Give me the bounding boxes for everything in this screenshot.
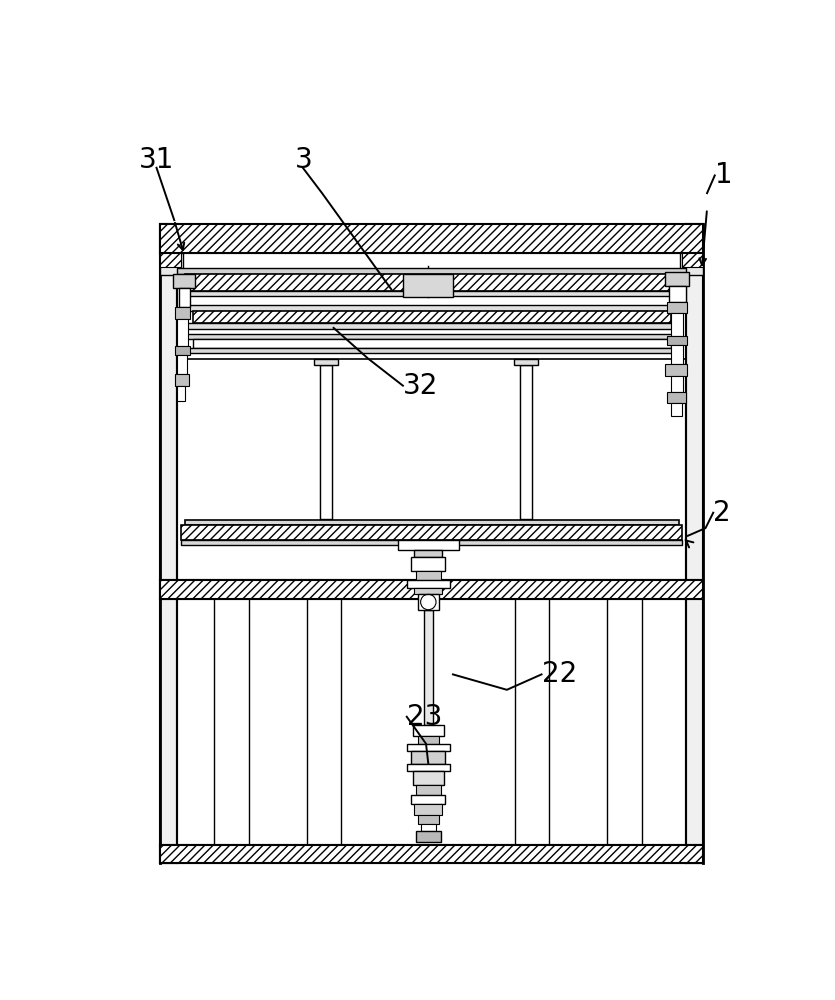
- Bar: [403, 274, 453, 297]
- Text: 1: 1: [715, 161, 732, 189]
- Bar: [413, 771, 443, 785]
- Bar: [160, 845, 703, 863]
- Bar: [407, 580, 450, 588]
- Bar: [160, 224, 177, 863]
- Bar: [185, 520, 679, 525]
- Text: 31: 31: [139, 146, 175, 174]
- Bar: [193, 311, 671, 323]
- Bar: [423, 610, 433, 725]
- Bar: [418, 815, 439, 824]
- Bar: [177, 319, 188, 346]
- Bar: [667, 392, 686, 403]
- Bar: [665, 364, 687, 376]
- Bar: [669, 286, 686, 302]
- Text: 3: 3: [295, 146, 313, 174]
- Bar: [181, 323, 682, 329]
- Bar: [177, 355, 186, 374]
- Bar: [682, 253, 703, 267]
- Bar: [418, 736, 439, 744]
- Bar: [160, 580, 703, 599]
- Bar: [421, 824, 436, 831]
- Bar: [160, 224, 703, 253]
- Bar: [671, 376, 683, 392]
- Bar: [667, 336, 687, 345]
- Bar: [414, 588, 443, 594]
- Bar: [397, 540, 459, 550]
- Text: 2: 2: [713, 499, 731, 527]
- Bar: [181, 291, 682, 296]
- Bar: [160, 253, 184, 275]
- Bar: [181, 540, 682, 545]
- Bar: [414, 550, 443, 557]
- Bar: [416, 785, 441, 795]
- Bar: [177, 268, 686, 274]
- Text: 32: 32: [403, 372, 438, 400]
- Bar: [514, 359, 539, 365]
- Bar: [412, 557, 445, 571]
- Bar: [414, 804, 443, 815]
- Bar: [671, 403, 681, 416]
- Bar: [181, 525, 682, 540]
- Bar: [175, 307, 190, 319]
- Bar: [179, 288, 190, 307]
- Bar: [681, 253, 703, 275]
- Bar: [416, 831, 441, 842]
- Bar: [175, 374, 189, 386]
- Bar: [177, 386, 185, 401]
- Bar: [320, 365, 332, 519]
- Bar: [314, 359, 338, 365]
- Bar: [181, 305, 682, 311]
- Bar: [412, 751, 445, 764]
- Bar: [667, 302, 687, 312]
- Text: 22: 22: [542, 660, 577, 688]
- Bar: [160, 253, 181, 267]
- Bar: [665, 272, 689, 286]
- Bar: [520, 365, 532, 519]
- Bar: [671, 312, 683, 336]
- Bar: [416, 571, 441, 580]
- Bar: [174, 274, 195, 288]
- Bar: [185, 274, 679, 291]
- Bar: [671, 345, 683, 364]
- Bar: [181, 334, 682, 339]
- Bar: [175, 346, 190, 355]
- Bar: [413, 725, 443, 736]
- Bar: [181, 348, 682, 353]
- Bar: [418, 594, 439, 610]
- Text: 23: 23: [407, 703, 443, 731]
- Bar: [407, 764, 450, 771]
- Bar: [686, 224, 703, 863]
- Bar: [412, 795, 445, 804]
- Bar: [193, 339, 671, 348]
- Bar: [407, 744, 450, 751]
